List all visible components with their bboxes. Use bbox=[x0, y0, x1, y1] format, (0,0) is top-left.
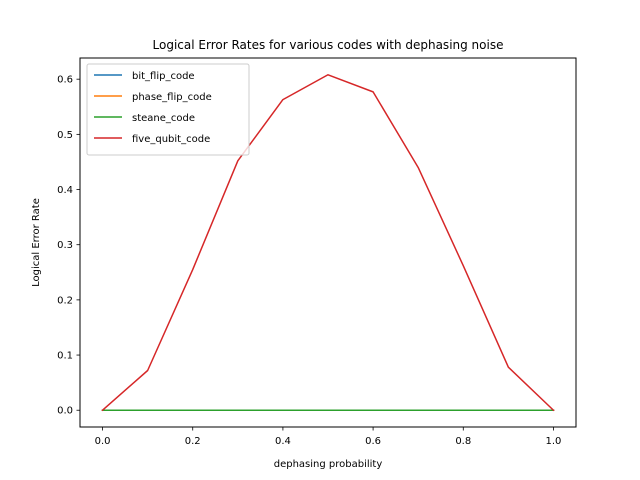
plot-area bbox=[101, 74, 555, 412]
y-tick-label: 0.2 bbox=[57, 295, 73, 306]
chart-title: Logical Error Rates for various codes wi… bbox=[153, 38, 504, 52]
y-tick-label: 0.3 bbox=[57, 240, 73, 251]
y-tick-label: 0.6 bbox=[57, 75, 73, 86]
legend-label: steane_code bbox=[132, 113, 195, 124]
legend: bit_flip_code phase_flip_code steane_codef… bbox=[86, 63, 250, 156]
legend-label: phase_flip_code bbox=[132, 92, 212, 103]
x-tick-label: 0.6 bbox=[365, 436, 381, 447]
x-tick-label: 1.0 bbox=[546, 436, 562, 447]
y-tick-label: 0.5 bbox=[57, 130, 73, 141]
x-tick-label: 0.4 bbox=[275, 436, 291, 447]
x-tick-label: 0.8 bbox=[455, 436, 471, 447]
legend-label: five_qubit_code bbox=[132, 134, 210, 145]
y-tick-label: 0.0 bbox=[57, 406, 73, 417]
x-tick-label: 0.0 bbox=[95, 436, 111, 447]
x-tick-label: 0.2 bbox=[185, 436, 201, 447]
legend-frame bbox=[86, 63, 250, 156]
x-axis-label: dephasing probability bbox=[274, 459, 383, 470]
axes-frame bbox=[79, 57, 577, 428]
y-tick-label: 0.4 bbox=[57, 185, 73, 196]
legend-label: bit_flip_code bbox=[132, 71, 195, 82]
series-line-five-qubit-code bbox=[101, 74, 555, 412]
y-tick-label: 0.1 bbox=[57, 351, 73, 362]
y-axis-label: Logical Error Rate bbox=[31, 198, 42, 287]
